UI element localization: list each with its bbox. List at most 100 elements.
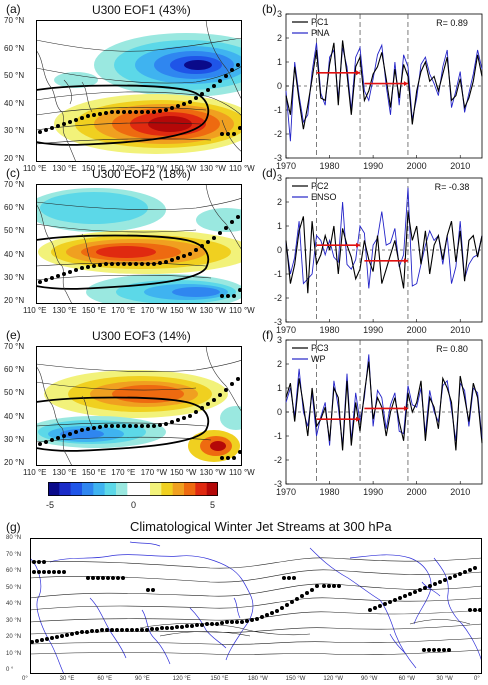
legend-label: PC3 bbox=[311, 343, 329, 353]
y-tick-label: 3 bbox=[277, 9, 282, 19]
panel-g-lat-tick: 20 °N bbox=[6, 634, 22, 640]
colorbar-tick-zero: 0 bbox=[131, 500, 137, 510]
map-title-eof3: U300 EOF3 (14%) bbox=[92, 329, 191, 343]
legend-label: ENSO bbox=[311, 192, 337, 202]
map-lat-tick: 60 °N bbox=[4, 365, 25, 375]
map-lon-tick: 110 °E bbox=[23, 306, 47, 315]
map-lon-tick: 170 °W bbox=[140, 468, 168, 477]
legend-label: PC1 bbox=[311, 17, 329, 27]
x-tick-label: 2000 bbox=[407, 487, 427, 497]
x-tick-label: 1970 bbox=[276, 325, 296, 335]
colorbar-swatch bbox=[195, 482, 207, 496]
y-tick-label: 2 bbox=[277, 33, 282, 43]
map-lat-tick: 50 °N bbox=[4, 71, 25, 81]
y-tick-label: 1 bbox=[277, 383, 282, 393]
map-lon-tick: 150 °W bbox=[170, 468, 197, 477]
colorbar-swatch bbox=[172, 482, 185, 496]
x-tick-label: 1980 bbox=[320, 487, 340, 497]
x-tick-label: 2000 bbox=[407, 325, 427, 335]
panel-g-lat-tick: 0 ° bbox=[6, 667, 14, 673]
map-lon-tick: 170 °W bbox=[140, 306, 168, 315]
panel-g-lat-tick: 80 °N bbox=[6, 535, 22, 541]
map-title-eof2: U300 EOF2 (18%) bbox=[92, 167, 191, 181]
legend-label: PNA bbox=[311, 28, 330, 38]
panel-g-lon-tick: 30 °W bbox=[436, 676, 453, 682]
colorbar-swatch bbox=[206, 482, 218, 496]
y-tick-label: -2 bbox=[274, 129, 282, 139]
series-line-enso bbox=[285, 187, 483, 289]
map-lon-tick: 150 °E bbox=[81, 164, 106, 173]
legend-label: WP bbox=[311, 354, 326, 364]
y-tick-label: 0 bbox=[277, 81, 282, 91]
map-lat-tick: 20 °N bbox=[4, 458, 25, 467]
map-lon-tick: 130 °E bbox=[52, 164, 77, 173]
map-lat-tick: 50 °N bbox=[4, 226, 25, 236]
y-tick-label: 0 bbox=[277, 407, 282, 417]
correlation-annotation: R= 0.89 bbox=[436, 18, 468, 28]
period-mean-arrowhead bbox=[356, 416, 361, 422]
map-lon-tick: 170 °W bbox=[140, 164, 168, 173]
correlation-annotation: R= 0.80 bbox=[436, 344, 468, 354]
panel-g-lon-tick: 0° bbox=[22, 676, 28, 682]
panel-g-lon-tick: 120 °E bbox=[172, 676, 191, 682]
colorbar-swatch bbox=[93, 482, 105, 496]
map-eof1 bbox=[36, 20, 242, 162]
map-lat-tick: 30 °N bbox=[4, 126, 25, 136]
colorbar-swatch bbox=[48, 482, 60, 496]
map-lat-tick: 40 °N bbox=[4, 411, 25, 421]
map-lon-tick: 110 °W bbox=[229, 164, 255, 173]
y-tick-label: -3 bbox=[274, 317, 282, 327]
map-lon-tick: 170 °E bbox=[111, 164, 136, 173]
map-lat-tick: 30 °N bbox=[4, 272, 25, 282]
panel-g-lat-tick: 60 °N bbox=[6, 568, 22, 574]
y-tick-label: -3 bbox=[274, 153, 282, 163]
y-tick-label: 3 bbox=[277, 335, 282, 345]
y-tick-label: 2 bbox=[277, 197, 282, 207]
period-mean-arrowhead bbox=[356, 242, 361, 248]
map-lat-tick: 50 °N bbox=[4, 388, 25, 398]
map-lon-tick: 150 °W bbox=[170, 306, 197, 315]
x-tick-label: 2010 bbox=[450, 325, 470, 335]
colorbar-tick-neg: -5 bbox=[46, 500, 55, 510]
colorbar-tick-pos: 5 bbox=[210, 500, 216, 510]
panel-g-lon-tick: 150 °W bbox=[285, 676, 306, 682]
panel-g-lat-tick: 10 °N bbox=[6, 650, 22, 657]
colorbar-swatch bbox=[127, 482, 139, 496]
y-tick-label: -2 bbox=[274, 293, 282, 303]
panel-g-lat-tick: 40 °N bbox=[6, 601, 22, 607]
colorbar-swatch bbox=[104, 482, 117, 496]
map-lon-tick: 110 °W bbox=[229, 306, 255, 315]
panel-label-c: (c) bbox=[6, 166, 20, 180]
colorbar-swatch bbox=[59, 482, 71, 496]
period-mean-arrowhead bbox=[403, 81, 408, 87]
series-line-pc3 bbox=[285, 361, 483, 451]
map-lat-tick: 30 °N bbox=[4, 434, 25, 444]
panel-g-lon-tick: 90 °E bbox=[135, 676, 150, 682]
panel-label-a: (a) bbox=[6, 2, 21, 16]
map-lat-tick: 20 °N bbox=[4, 296, 25, 305]
map-lon-tick: 170 °E bbox=[111, 468, 136, 477]
x-tick-label: 2000 bbox=[407, 161, 427, 171]
map-lat-tick: 40 °N bbox=[4, 98, 25, 108]
y-tick-label: 2 bbox=[277, 359, 282, 369]
map-lat-tick: 40 °N bbox=[4, 249, 25, 259]
panel-g-lon-tick: 150 °E bbox=[210, 676, 229, 682]
map-lon-tick: 130 °W bbox=[199, 468, 226, 477]
map-lon-tick: 170 °E bbox=[111, 306, 136, 315]
panel-g-title: Climatological Winter Jet Streams at 300… bbox=[130, 519, 392, 534]
map-lat-tick: 70 °N bbox=[4, 180, 25, 189]
colorbar-swatch bbox=[150, 482, 162, 496]
panel-label-g: (g) bbox=[6, 520, 21, 534]
map-lat-tick: 20 °N bbox=[4, 154, 25, 163]
map-lon-tick: 130 °W bbox=[199, 306, 226, 315]
y-tick-label: 1 bbox=[277, 57, 282, 67]
panel-label-d: (d) bbox=[262, 166, 277, 180]
legend-label: PC2 bbox=[311, 181, 329, 191]
map-lon-tick: 110 °E bbox=[23, 164, 47, 173]
map-lon-tick: 150 °W bbox=[170, 164, 197, 173]
colorbar-swatch bbox=[70, 482, 83, 496]
map-lon-tick: 110 °E bbox=[23, 468, 47, 477]
y-tick-label: -2 bbox=[274, 455, 282, 465]
